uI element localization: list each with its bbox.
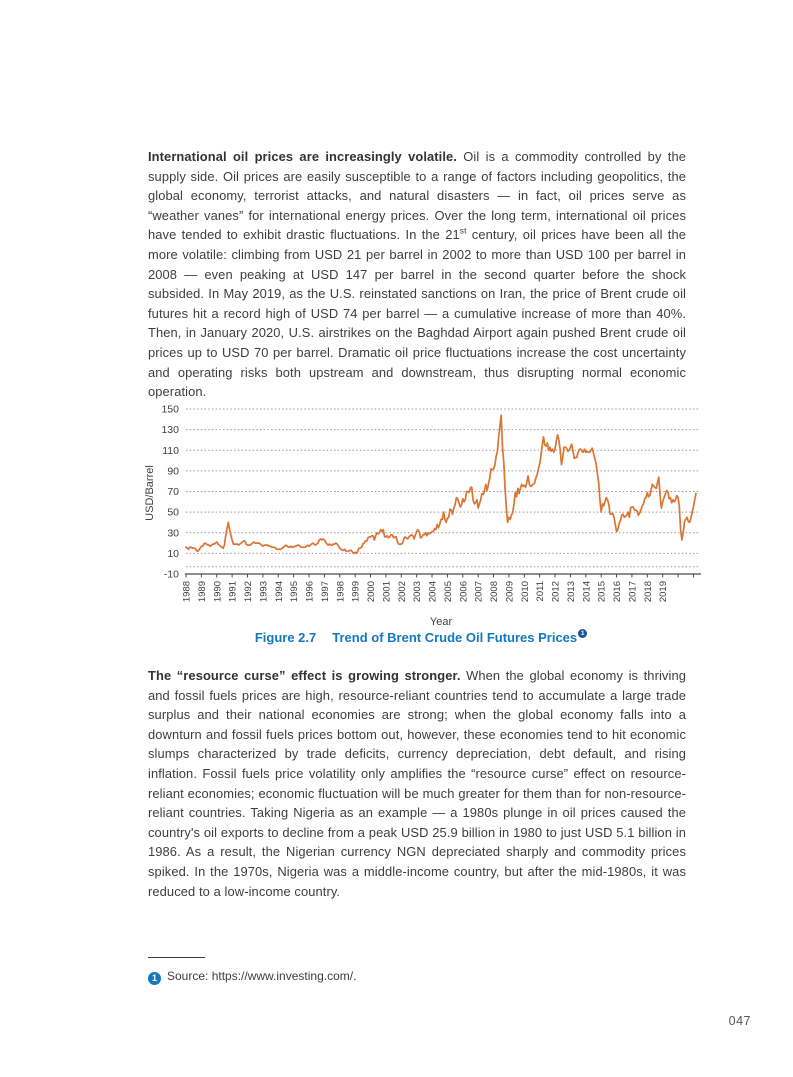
svg-text:1996: 1996 [305, 581, 316, 602]
svg-text:2007: 2007 [474, 581, 485, 602]
svg-text:10: 10 [167, 548, 179, 560]
svg-text:90: 90 [167, 465, 179, 477]
oil-price-line-chart: 150 130 110 90 70 50 30 10 -10 1988 1989 1990 1991 19… [140, 398, 706, 631]
svg-text:150: 150 [161, 404, 179, 416]
svg-text:Year: Year [430, 616, 453, 628]
svg-text:2016: 2016 [612, 581, 623, 602]
paragraph-resource-curse: The “resource curse” effect is growing s… [148, 666, 686, 901]
paragraph-lead-bold: The “resource curse” effect is growing s… [148, 668, 461, 683]
svg-text:30: 30 [167, 527, 179, 539]
svg-text:2013: 2013 [566, 581, 577, 602]
svg-text:2010: 2010 [520, 581, 531, 602]
svg-text:2017: 2017 [627, 581, 638, 602]
svg-text:2008: 2008 [489, 581, 500, 602]
svg-text:2003: 2003 [412, 581, 423, 602]
figure-label: Figure 2.7 [254, 630, 317, 645]
svg-text:1997: 1997 [320, 581, 331, 602]
svg-text:1988: 1988 [182, 581, 193, 602]
svg-text:-10: -10 [164, 569, 179, 581]
svg-text:2002: 2002 [397, 581, 408, 602]
svg-text:130: 130 [161, 424, 179, 436]
paragraph-text: When the global economy is thriving and … [148, 668, 686, 899]
svg-text:2015: 2015 [597, 581, 608, 602]
svg-text:2011: 2011 [535, 581, 546, 601]
footnote-divider [148, 957, 205, 958]
svg-text:2014: 2014 [581, 581, 592, 602]
svg-text:2019: 2019 [658, 581, 669, 602]
svg-text:1990: 1990 [212, 581, 223, 602]
svg-text:1999: 1999 [351, 581, 362, 602]
svg-text:1992: 1992 [243, 581, 254, 602]
paragraph-text: century, oil prices have been all the mo… [148, 227, 686, 400]
svg-text:1989: 1989 [197, 581, 208, 602]
svg-text:2009: 2009 [504, 581, 515, 602]
svg-text:50: 50 [167, 507, 179, 519]
svg-text:110: 110 [162, 445, 179, 457]
figure-title: Trend of Brent Crude Oil Futures Prices [332, 630, 578, 645]
svg-text:2001: 2001 [381, 581, 392, 602]
svg-text:1993: 1993 [258, 581, 269, 602]
footnote-number-icon: 1 [148, 972, 161, 985]
svg-text:1994: 1994 [274, 581, 285, 602]
svg-text:2018: 2018 [643, 581, 654, 602]
svg-text:2004: 2004 [428, 581, 439, 602]
svg-text:1998: 1998 [335, 581, 346, 602]
paragraph-lead-bold: International oil prices are increasingl… [148, 149, 457, 164]
svg-text:2005: 2005 [443, 581, 454, 602]
svg-text:1991: 1991 [228, 581, 239, 602]
svg-text:1995: 1995 [289, 581, 300, 602]
svg-text:2006: 2006 [458, 581, 469, 602]
svg-text:USD/Barrel: USD/Barrel [144, 465, 156, 521]
footnote-marker-icon: 1 [578, 628, 588, 638]
svg-text:70: 70 [167, 486, 179, 498]
paragraph-text: Oil is a commodity controlled by the sup… [148, 149, 686, 243]
figure-caption: Figure 2.7 Trend of Brent Crude Oil Futur… [140, 628, 702, 645]
footnote: 1 Source: https://www.investing.com/. [148, 969, 568, 985]
footnote-text: Source: https://www.investing.com/. [167, 969, 357, 983]
svg-text:2000: 2000 [366, 581, 377, 602]
paragraph-oil-volatility: International oil prices are increasingl… [148, 147, 686, 402]
page-number: 047 [728, 1014, 751, 1028]
ordinal-superscript: st [459, 226, 467, 237]
svg-text:2012: 2012 [551, 581, 562, 602]
figure-2-7: 150 130 110 90 70 50 30 10 -10 1988 1989 1990 1991 19… [140, 398, 706, 631]
